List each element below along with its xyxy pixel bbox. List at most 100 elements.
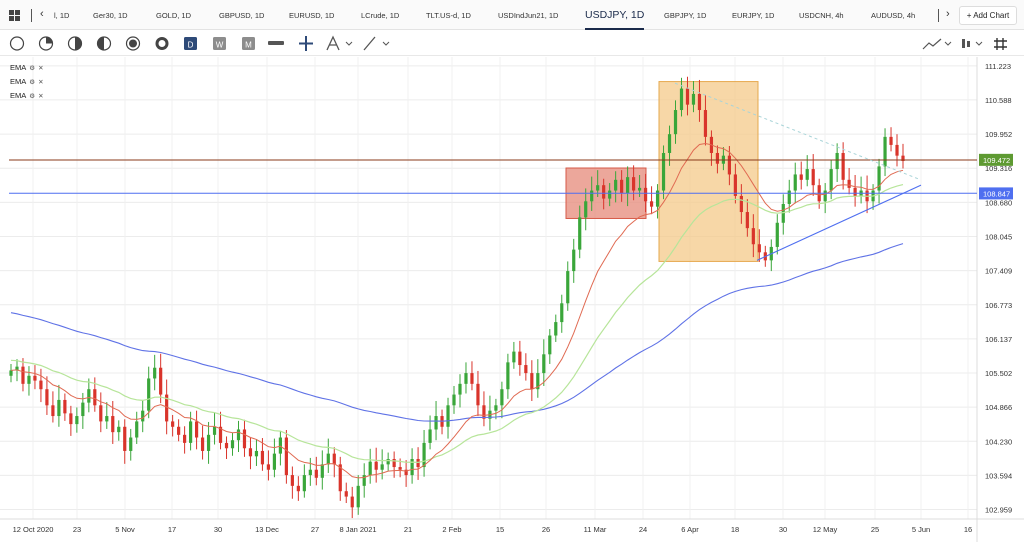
candle-body[interactable] (602, 185, 606, 199)
tab-eurusd-1d[interactable]: EURUSD, 1D (289, 11, 335, 20)
line-tool-icon[interactable] (363, 36, 390, 51)
chevron-right-icon[interactable]: › (946, 8, 950, 20)
candle-body[interactable] (344, 491, 348, 497)
candle-body[interactable] (524, 365, 528, 374)
candle-body[interactable] (75, 416, 79, 425)
candle-body[interactable] (751, 228, 755, 245)
candle-body[interactable] (775, 222, 779, 247)
chart-type-icon[interactable] (922, 38, 952, 50)
circle-ring-icon[interactable] (125, 36, 141, 51)
settings-icon[interactable]: ⚙ (29, 79, 36, 86)
candle-body[interactable] (895, 144, 899, 156)
candle-body[interactable] (626, 177, 630, 194)
tab-gold-1d[interactable]: GOLD, 1D (156, 11, 192, 20)
candle-body[interactable] (111, 416, 115, 433)
candle-body[interactable] (608, 190, 612, 199)
candle-body[interactable] (458, 383, 462, 395)
candle-body[interactable] (614, 179, 618, 191)
candle-body[interactable] (793, 174, 797, 191)
candle-body[interactable] (542, 354, 546, 374)
circle-half-icon[interactable] (96, 36, 112, 51)
candle-body[interactable] (230, 440, 235, 449)
candle-body[interactable] (105, 416, 109, 422)
candle-body[interactable] (314, 469, 318, 478)
candle-body[interactable] (9, 370, 13, 376)
candle-body[interactable] (632, 177, 636, 191)
candle-body[interactable] (188, 421, 193, 443)
close-icon[interactable]: ✕ (38, 93, 44, 100)
candle-body[interactable] (224, 442, 229, 449)
tab-eurjpy-1d[interactable]: EURJPY, 1D (732, 11, 775, 20)
circle-half-diag-icon[interactable] (67, 36, 83, 51)
candle-body[interactable] (21, 366, 25, 384)
candle-body[interactable] (715, 152, 720, 164)
candle-body[interactable] (141, 410, 145, 422)
candle-body[interactable] (386, 458, 390, 465)
candle-body[interactable] (649, 201, 654, 207)
candle-body[interactable] (566, 271, 570, 304)
candle-body[interactable] (889, 136, 893, 145)
candle-body[interactable] (500, 389, 504, 406)
candle-body[interactable] (33, 375, 37, 381)
candle-body[interactable] (117, 426, 121, 433)
add-chart-button[interactable]: + Add Chart (959, 6, 1017, 25)
tab-gbpusd-1d[interactable]: GBPUSD, 1D (219, 11, 265, 20)
dashed-trend-line[interactable] (674, 82, 919, 180)
candle-body[interactable] (416, 458, 420, 468)
candle-body[interactable] (69, 413, 73, 425)
candle-body[interactable] (428, 429, 432, 443)
candle-body[interactable] (368, 461, 372, 476)
candle-body[interactable] (206, 434, 211, 451)
candle-body[interactable] (410, 458, 414, 476)
candle-body[interactable] (129, 437, 133, 451)
candle-body[interactable] (560, 303, 564, 323)
candle-body[interactable] (578, 217, 582, 250)
candle-body[interactable] (99, 405, 103, 422)
candle-body[interactable] (320, 464, 324, 478)
ema-mid-line[interactable] (10, 184, 904, 464)
tab-audusd-4h[interactable]: AUDUSD, 4h (871, 11, 916, 20)
candle-body[interactable] (781, 203, 785, 223)
candle-body[interactable] (302, 475, 306, 492)
candle-body[interactable] (147, 378, 151, 411)
candle-body[interactable] (590, 190, 594, 202)
candle-body[interactable] (278, 437, 282, 454)
candle-body[interactable] (679, 88, 684, 111)
candle-body[interactable] (135, 421, 139, 438)
circle-quarter-icon[interactable] (38, 36, 54, 51)
candle-body[interactable] (841, 152, 845, 180)
candle-body[interactable] (51, 405, 55, 417)
candle-body[interactable] (254, 450, 259, 457)
grid-icon[interactable] (994, 38, 1007, 50)
candle-body[interactable] (530, 373, 534, 390)
settings-icon[interactable]: ⚙ (29, 65, 36, 72)
candle-body[interactable] (200, 437, 205, 451)
chevron-left-icon[interactable]: ‹ (40, 8, 44, 20)
candle-body[interactable] (183, 434, 187, 443)
candle-body[interactable] (284, 437, 288, 476)
text-tool-icon[interactable] (326, 35, 353, 51)
candle-body[interactable] (637, 187, 642, 191)
candle-body[interactable] (290, 475, 294, 486)
candle-body[interactable] (165, 394, 169, 422)
candle-body[interactable] (356, 485, 360, 508)
consolidation-zone-box[interactable] (658, 81, 759, 262)
candle-body[interactable] (350, 496, 354, 508)
candle-body[interactable] (494, 405, 498, 411)
circle-outline-icon[interactable] (9, 36, 25, 51)
candle-body[interactable] (218, 426, 223, 443)
candle-body[interactable] (308, 469, 312, 476)
calendar-m-icon[interactable]: M (242, 37, 255, 50)
candle-body[interactable] (446, 405, 450, 427)
candle-body[interactable] (159, 367, 163, 395)
candle-body[interactable] (242, 429, 247, 449)
candle-body[interactable] (691, 93, 696, 105)
candle-body[interactable] (811, 169, 815, 186)
candle-body[interactable] (787, 190, 791, 204)
candle-body[interactable] (362, 475, 366, 486)
candle-body[interactable] (338, 464, 342, 492)
layout-grid-icon[interactable] (9, 10, 20, 21)
ema-fast-line[interactable] (10, 142, 904, 479)
candle-body[interactable] (829, 169, 833, 191)
candle-body[interactable] (823, 190, 827, 202)
